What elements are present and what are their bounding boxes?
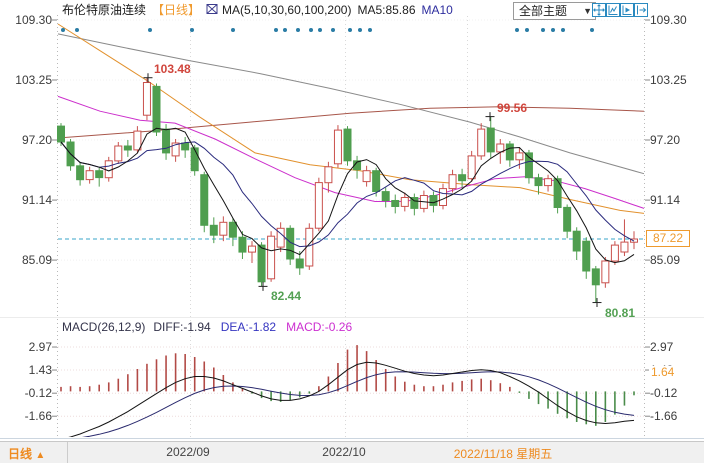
footer-divider [67,442,68,463]
axis-label: -0.12 [24,386,52,401]
time-axis-bar: 日线 ▲ 2022/09 2022/10 2022/11/18 星期五 [0,441,704,463]
symbol-name: 布伦特原油连续 [62,3,147,17]
current-price-tag: 87.22 [646,230,690,247]
extreme-value-label: 80.81 [605,305,636,320]
extreme-value-label: 103.48 [154,61,191,76]
triangle-up-icon: ▲ [35,450,46,461]
period-tab-label: 日线 [8,447,33,461]
axis-label: 2.97 [28,340,52,355]
chart-title-row: 布伦特原油连续 【日线】 MA(5,10,30,60,100,200) MA5:85.… [62,2,459,17]
axis-label: 91.14 [650,193,681,208]
macd-title: MACD(26,12,9) [62,320,146,334]
period-tag: 【日线】 [152,3,201,17]
axis-label: 85.09 [650,253,681,268]
extreme-value-label: 82.44 [271,289,302,304]
axis-label: 97.20 [650,133,681,147]
date-label: 2022/11/18 星期五 [453,447,553,461]
theme-dropdown-label: 全部主题 [519,4,568,18]
axis-label: -1.66 [650,409,678,424]
period-tab-daily[interactable]: 日线 ▲ [8,445,45,462]
axis-label: 109.30 [15,13,52,27]
play-forward-icon[interactable] [620,3,634,17]
ma5-value: MA5:85.86 [357,3,416,17]
axis-label: 91.14 [21,193,52,208]
date-label: 2022/09 [166,445,210,459]
macd-header: MACD(26,12,9) DIFF:-1.94 DEA:-1.82 MACD:-0.… [62,320,352,334]
axis-label: 103.25 [15,73,52,87]
chevron-down-icon: ▼ [583,6,592,16]
pan-crosshair-icon[interactable] [592,3,606,17]
ma-settings-icon[interactable] [206,3,218,15]
axis-label: 103.25 [650,73,687,87]
macd-macd-value: MACD:-0.26 [286,320,353,334]
extreme-value-label: 99.56 [497,100,528,115]
ma10-value: MA10 [421,3,453,17]
axis-label: 97.20 [21,133,52,147]
axis-label: 1.43 [28,363,52,378]
shift-right-icon[interactable] [634,3,648,17]
axis-label: -1.66 [24,409,52,424]
macd-dea-value: DEA:-1.82 [220,320,277,334]
date-label: 2022/10 [322,445,366,459]
ma-settings-label: MA(5,10,30,60,100,200) [222,3,352,17]
theme-dropdown[interactable]: 全部主题 ▼ [513,2,596,20]
axis-label: -0.12 [650,386,678,401]
zoom-axis-icon[interactable] [606,3,620,17]
axis-label: 2.97 [650,340,674,355]
macd-diff-value: DIFF:-1.94 [153,320,211,334]
macd-axis-highlight: 1.64 [649,365,677,379]
axis-label: 85.09 [21,253,52,268]
axis-label: 109.30 [650,13,687,27]
